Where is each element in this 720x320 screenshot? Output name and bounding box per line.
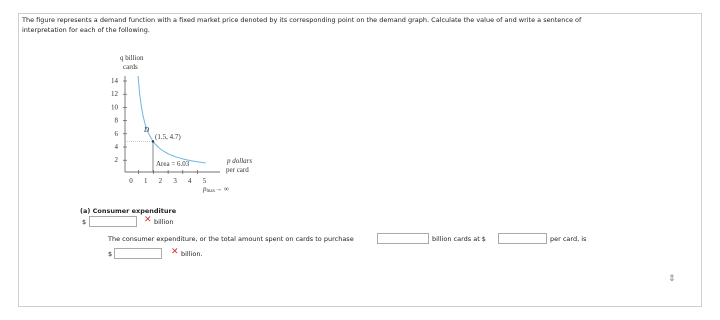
y-tick-label: 2 [115, 156, 119, 164]
expand-icon[interactable]: ⇕ [668, 274, 676, 284]
sentence-text: The consumer expenditure, or the total a… [108, 235, 354, 243]
unit-text: billion [154, 218, 174, 226]
curve-label: D [143, 126, 149, 134]
answer-input[interactable] [89, 216, 137, 227]
sentence-text: billion cards at $ [432, 235, 486, 243]
sentence-text: per card, is [550, 235, 587, 243]
y-tick-label: 6 [115, 130, 119, 138]
y-axis-label: q billion [120, 54, 144, 62]
y-tick-label: 4 [115, 143, 119, 151]
problem-text: The figure represents a demand function … [22, 16, 582, 24]
currency: $ [108, 250, 113, 258]
y-tick-label: 12 [111, 90, 119, 98]
y-axis-label: cards [123, 63, 138, 71]
pmax-subscript: max [207, 189, 216, 194]
x-tick-label: 3 [173, 177, 177, 185]
x-tick-label: 5 [203, 177, 207, 185]
answer-input[interactable] [498, 233, 547, 244]
x-axis-label: p dollars [226, 157, 252, 165]
x-tick-label: 1 [144, 177, 148, 185]
pmax-arrow: → ∞ [215, 185, 229, 193]
x-tick-label: 0 [129, 177, 133, 185]
area-label: Area = 6.03 [156, 160, 190, 168]
wrong-mark: ✕ [171, 247, 179, 257]
x-axis-label: per card [226, 166, 249, 174]
x-tick-label: 2 [159, 177, 163, 185]
demand-curve [137, 75, 206, 164]
answer-input[interactable] [377, 233, 429, 244]
y-tick-label: 14 [111, 77, 119, 85]
problem-text: interpretation for each of the following… [22, 26, 150, 34]
market-point [151, 140, 155, 143]
demand-figure: q billion cards D (1.5, 4.7) Area = 6.03… [111, 54, 252, 194]
answer-input[interactable] [114, 248, 162, 259]
part-title: (a) Consumer expenditure [80, 207, 177, 215]
pmax-label: pmax→ ∞ [202, 185, 229, 194]
pmax-symbol: p [202, 185, 207, 193]
y-tick-label: 8 [115, 117, 119, 125]
wrong-mark: ✕ [144, 215, 152, 225]
problem-frame [18, 13, 702, 307]
x-tick-label: 4 [188, 177, 192, 185]
point-label: (1.5, 4.7) [155, 133, 181, 141]
currency: $ [82, 218, 87, 226]
unit-text: billion. [181, 250, 203, 258]
y-tick-label: 10 [111, 103, 119, 111]
